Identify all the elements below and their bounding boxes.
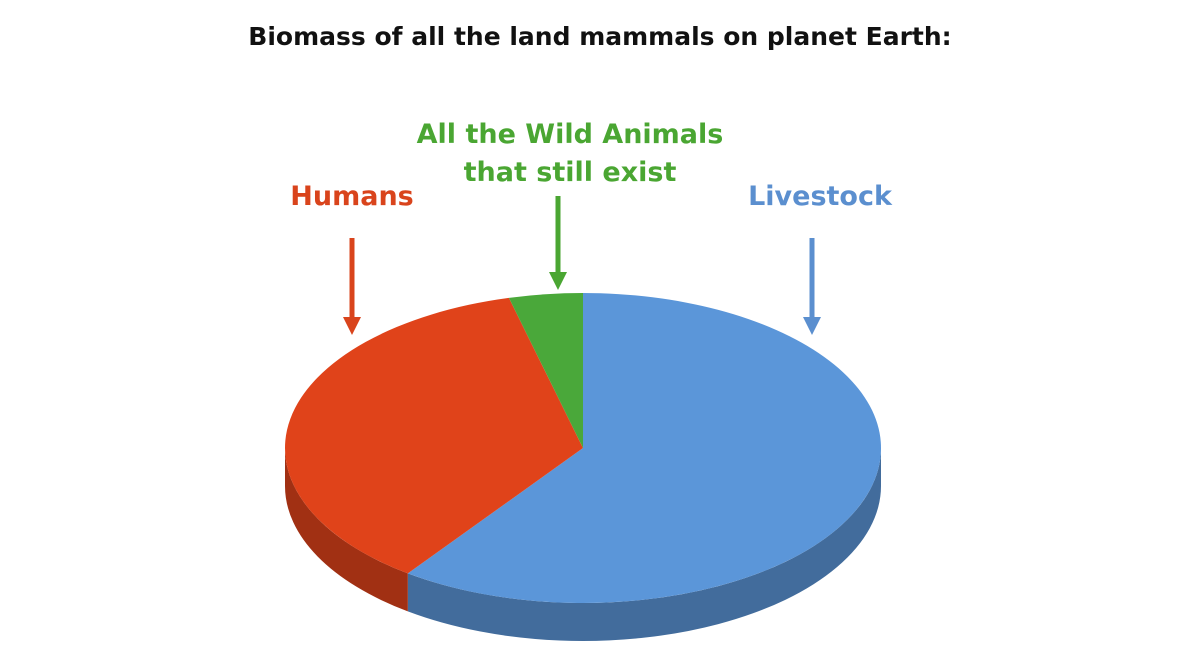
pie-side xyxy=(407,448,882,641)
pie-slice xyxy=(407,293,881,603)
slice-label: All the Wild Animals that still exist xyxy=(416,119,724,188)
pie-slice xyxy=(508,293,583,448)
arrow-head xyxy=(803,317,821,335)
pie-slice xyxy=(284,297,583,574)
arrow-head xyxy=(343,317,361,335)
chart-title: Biomass of all the land mammals on plane… xyxy=(248,22,952,51)
pie-side xyxy=(285,448,408,612)
arrow-head xyxy=(549,272,567,290)
slice-label: Humans xyxy=(290,181,414,212)
slice-label: Livestock xyxy=(748,181,892,212)
